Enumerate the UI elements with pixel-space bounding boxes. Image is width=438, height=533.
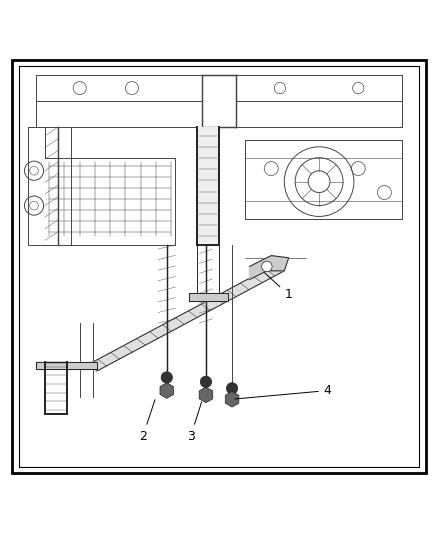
Polygon shape (188, 293, 228, 301)
Text: 4: 4 (235, 384, 332, 399)
Polygon shape (250, 256, 289, 279)
Circle shape (261, 261, 272, 272)
Circle shape (226, 383, 238, 394)
Text: 1: 1 (265, 273, 293, 301)
Polygon shape (88, 264, 284, 371)
Polygon shape (36, 362, 97, 369)
Text: 2: 2 (139, 400, 155, 443)
Circle shape (161, 372, 173, 383)
Circle shape (200, 376, 212, 387)
Polygon shape (197, 127, 219, 245)
Text: 3: 3 (187, 402, 201, 443)
